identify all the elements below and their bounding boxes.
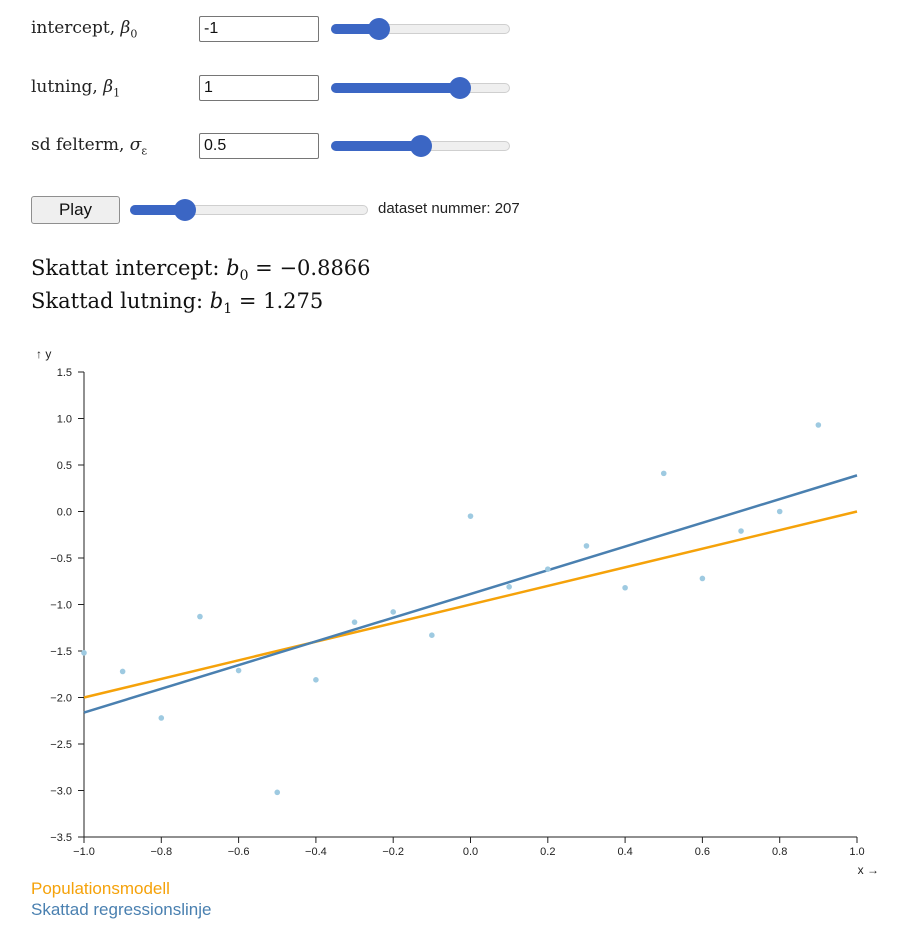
estimated-slope: Skattad lutning: b1 = 1.275 bbox=[31, 289, 324, 318]
data-point bbox=[429, 632, 435, 638]
sd-slider-thumb[interactable] bbox=[409, 135, 432, 157]
x-tick-label: 0.0 bbox=[463, 846, 478, 858]
y-tick-label: −3.0 bbox=[50, 786, 72, 798]
data-point bbox=[197, 613, 203, 620]
slope-label: lutning, β1 bbox=[31, 77, 121, 100]
data-point bbox=[815, 422, 822, 428]
slope-control: lutning, β1 bbox=[31, 75, 551, 103]
data-point bbox=[660, 470, 667, 477]
data-point bbox=[235, 667, 242, 674]
estimated-regression-line bbox=[83, 474, 858, 714]
population-line bbox=[83, 510, 858, 699]
data-point bbox=[583, 543, 590, 549]
x-tick-label: −1.0 bbox=[73, 846, 95, 858]
data-point bbox=[699, 575, 706, 582]
intercept-control: intercept, β0 bbox=[31, 16, 551, 44]
sd-input[interactable] bbox=[199, 133, 319, 159]
regression-chart: 1.5 1.0 0.5 0.0 −0.5 −1.0 −1.5 −2.0 −2.5 −3.0 −3.5… bbox=[36, 347, 879, 877]
data-point bbox=[119, 668, 126, 675]
y-tick-label: 0.0 bbox=[57, 507, 72, 519]
y-tick-label: 0.5 bbox=[57, 460, 72, 472]
y-tick-label: −2.0 bbox=[50, 693, 72, 705]
dataset-number-label: dataset nummer: 207 bbox=[378, 200, 520, 217]
x-tick-label: −0.8 bbox=[150, 846, 172, 858]
intercept-slider[interactable] bbox=[331, 18, 510, 40]
y-tick-label: −2.5 bbox=[50, 739, 72, 751]
legend-estimated: Skattad regressionslinje bbox=[31, 900, 212, 919]
y-tick-label: −3.5 bbox=[50, 832, 72, 844]
intercept-slider-thumb[interactable] bbox=[368, 18, 391, 40]
legend-population: Populationsmodell bbox=[31, 879, 170, 898]
dataset-slider[interactable] bbox=[130, 199, 368, 221]
x-tick-label: 1.0 bbox=[849, 846, 864, 858]
x-tick-label: −0.2 bbox=[382, 846, 404, 858]
data-point bbox=[351, 619, 358, 625]
estimated-intercept: Skattat intercept: b0 = −0.8866 bbox=[31, 256, 371, 285]
x-tick-label: −0.6 bbox=[228, 846, 250, 858]
intercept-input[interactable] bbox=[199, 16, 319, 42]
y-tick-label: −0.5 bbox=[50, 553, 72, 565]
data-point bbox=[776, 508, 783, 515]
x-tick-label: −0.4 bbox=[305, 846, 327, 858]
data-point bbox=[467, 513, 474, 519]
data-point bbox=[738, 528, 744, 534]
sd-slider[interactable] bbox=[331, 135, 510, 157]
data-point bbox=[81, 650, 87, 656]
intercept-label: intercept, β0 bbox=[31, 18, 138, 41]
x-tick-label: 0.4 bbox=[617, 846, 632, 858]
slope-slider[interactable] bbox=[331, 77, 510, 99]
sd-control: sd felterm, σε bbox=[31, 133, 551, 161]
y-tick-label: 1.5 bbox=[57, 367, 72, 379]
data-point bbox=[545, 566, 551, 572]
slope-slider-thumb[interactable] bbox=[448, 77, 471, 99]
data-point bbox=[390, 609, 397, 615]
data-point bbox=[274, 789, 281, 796]
dataset-slider-thumb[interactable] bbox=[173, 199, 196, 221]
x-tick-label: 0.8 bbox=[772, 846, 787, 858]
data-point bbox=[506, 584, 512, 590]
y-axis-label: ↑ y bbox=[36, 347, 51, 361]
data-point bbox=[313, 677, 319, 683]
data-point bbox=[622, 584, 628, 591]
y-tick-label: −1.0 bbox=[50, 600, 72, 612]
slope-input[interactable] bbox=[199, 75, 319, 101]
x-tick-label: 0.6 bbox=[695, 846, 710, 858]
data-point bbox=[158, 715, 165, 721]
x-tick-label: 0.2 bbox=[540, 846, 555, 858]
y-tick-label: 1.0 bbox=[57, 414, 72, 426]
sd-label: sd felterm, σε bbox=[31, 135, 148, 158]
y-tick-label: −1.5 bbox=[50, 646, 72, 658]
x-axis-label: x → bbox=[858, 863, 879, 877]
play-button[interactable]: Play bbox=[31, 196, 120, 224]
